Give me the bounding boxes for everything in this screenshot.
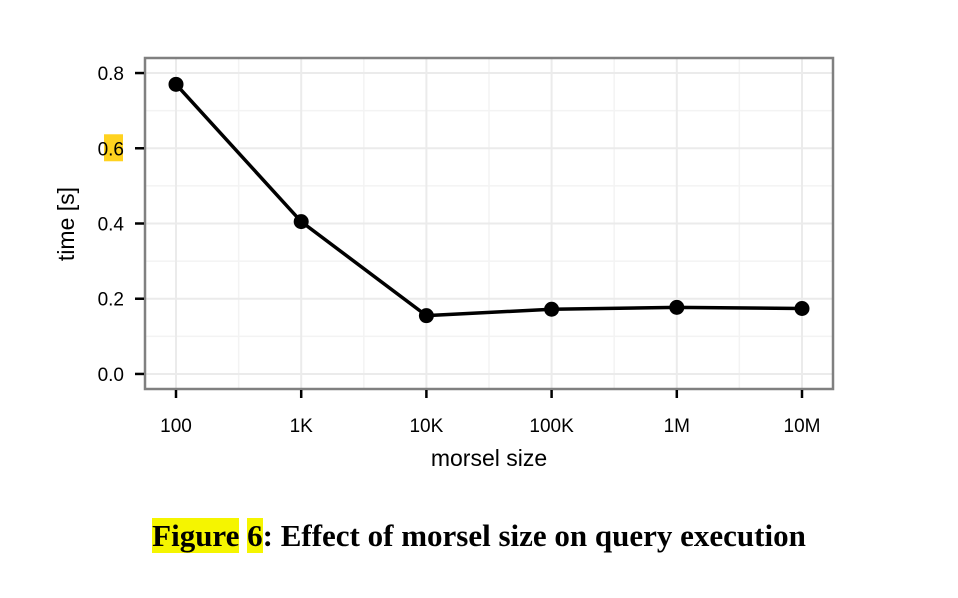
y-tick-label: 0.4: [98, 215, 125, 236]
series-line: [174, 83, 803, 318]
x-tick-label: 1M: [664, 416, 690, 437]
caption-text: : Effect of morsel size on query executi…: [262, 518, 806, 553]
data-point: [168, 76, 184, 92]
x-tick-label: 100: [160, 416, 192, 437]
y-tick-label: 0.0: [98, 365, 124, 386]
figure-caption: Figure 6: Effect of morsel size on query…: [0, 518, 958, 554]
data-point: [544, 301, 560, 317]
data-point: [794, 301, 810, 317]
caption-figure-number: 6: [247, 518, 263, 553]
data-point: [669, 299, 685, 315]
data-point: [418, 308, 434, 324]
x-tick-label: 10K: [409, 416, 443, 437]
x-tick-label: 100K: [529, 416, 574, 437]
y-tick-highlight: [104, 134, 123, 162]
line-chart: 100 1K 10K 100K 1M 10M 0.0 0.2 0.4 0.6 0.8 morsel …: [53, 56, 835, 471]
grid-lines: [145, 58, 833, 389]
y-tick-label: 0.2: [98, 290, 124, 311]
x-tick-label: 10M: [784, 416, 821, 437]
caption-figure-word: Figure: [152, 518, 240, 553]
y-tick-label: 0.6: [98, 139, 124, 160]
axes: 100 1K 10K 100K 1M 10M 0.0 0.2 0.4 0.6 0.8: [98, 64, 821, 437]
series-layer: [168, 76, 810, 324]
y-axis-label: time [s]: [53, 187, 79, 261]
plot-panel: [143, 56, 835, 391]
x-axis-label: morsel size: [431, 445, 547, 471]
data-point: [293, 214, 309, 230]
x-tick-label: 1K: [290, 416, 314, 437]
y-tick-label: 0.8: [98, 64, 124, 85]
